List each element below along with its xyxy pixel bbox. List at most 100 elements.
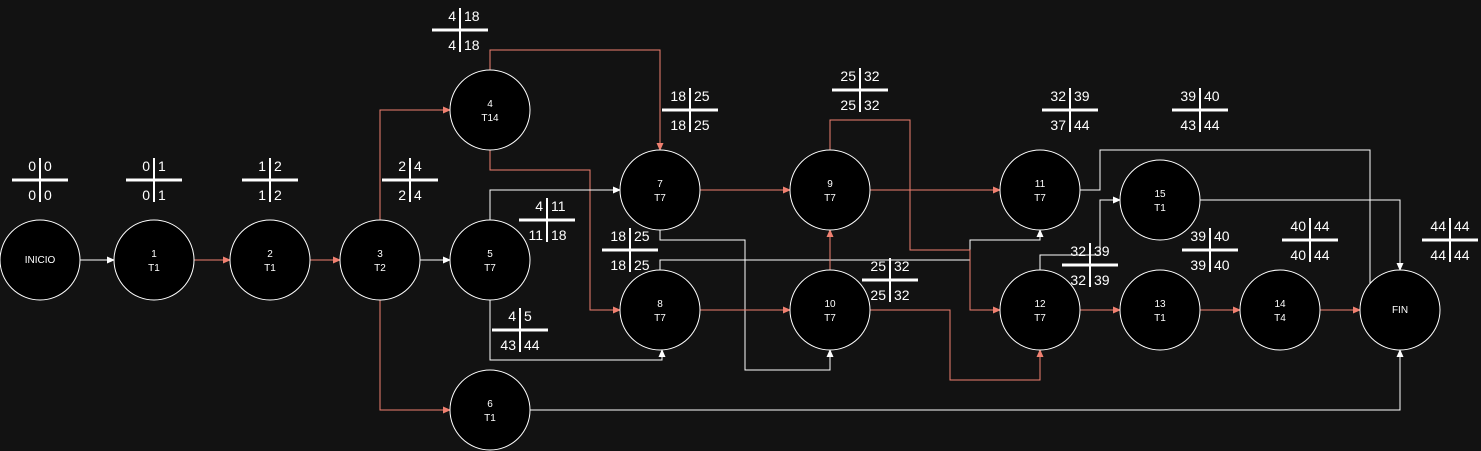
edge-9-to-12	[829, 119, 1001, 314]
node-circle[interactable]	[1119, 159, 1201, 241]
time-value-tr: 4	[414, 158, 422, 174]
time-value-bl: 25	[870, 287, 886, 303]
edge-4-to-7	[489, 49, 664, 151]
time-value-tl: 18	[610, 228, 626, 244]
time-box-3: 2 42 4	[382, 158, 438, 203]
time-value-tr: 40	[1214, 228, 1230, 244]
node-circle[interactable]	[229, 219, 311, 301]
time-value-bl: 4	[448, 37, 456, 53]
node-7[interactable]: 7T7	[619, 149, 701, 231]
edge-10-to-12	[870, 309, 1044, 381]
time-value-br: 39	[1094, 272, 1110, 288]
node-circle[interactable]	[449, 219, 531, 301]
time-value-br: 4	[414, 187, 422, 203]
node-circle[interactable]	[1359, 269, 1441, 351]
node-label: 3	[377, 249, 383, 260]
time-value-bl: 32	[1070, 272, 1086, 288]
node-label: 10	[824, 299, 836, 310]
time-box-4: 4 18 4 18	[432, 8, 488, 53]
node-label: 14	[1274, 299, 1286, 310]
node-circle[interactable]	[999, 269, 1081, 351]
time-value-tl: 4	[535, 198, 543, 214]
time-value-tl: 40	[1290, 218, 1306, 234]
time-box-13: 39 40 39 40	[1182, 228, 1238, 273]
time-box-9: 25 32 25 32	[832, 68, 888, 113]
node-sublabel: T1	[148, 263, 160, 274]
node-8[interactable]: 8T7	[619, 269, 701, 351]
node-label: 15	[1154, 189, 1166, 200]
time-value-bl: 37	[1050, 117, 1066, 133]
node-label: 2	[267, 249, 273, 260]
time-value-br: 32	[894, 287, 910, 303]
node-sublabel: T2	[374, 263, 386, 274]
time-box-10: 25 32 25 32	[862, 258, 918, 303]
time-value-tl: 44	[1430, 218, 1446, 234]
node-sublabel: T7	[824, 313, 836, 324]
time-value-bl: 25	[840, 97, 856, 113]
node-circle[interactable]	[619, 149, 701, 231]
node-label: 9	[827, 179, 833, 190]
node-5[interactable]: 5T7	[449, 219, 531, 301]
time-value-tr: 0	[44, 158, 52, 174]
node-sublabel: T4	[1274, 313, 1286, 324]
time-value-tr: 39	[1074, 88, 1090, 104]
node-sublabel: T7	[484, 263, 496, 274]
time-value-br: 44	[1454, 247, 1470, 263]
node-circle[interactable]	[619, 269, 701, 351]
time-value-bl: 18	[670, 117, 686, 133]
node-circle[interactable]	[113, 219, 195, 301]
time-value-tr: 44	[1454, 218, 1470, 234]
time-value-tl: 1	[258, 158, 266, 174]
time-box-15: 39 40 43 44	[1172, 88, 1228, 133]
node-circle[interactable]	[1239, 269, 1321, 351]
time-value-tl: 4	[448, 8, 456, 24]
time-value-bl: 40	[1290, 247, 1306, 263]
time-value-tl: 39	[1180, 88, 1196, 104]
node-3[interactable]: 3T2	[339, 219, 421, 301]
time-box-6: 4 5 43 44	[492, 308, 548, 353]
time-box-inicio: 0 00 0	[12, 158, 68, 203]
time-value-br: 40	[1214, 257, 1230, 273]
node-9[interactable]: 9T7	[789, 149, 871, 231]
time-value-bl: 44	[1430, 247, 1446, 263]
node-circle[interactable]	[449, 369, 531, 451]
node-circle[interactable]	[0, 219, 81, 301]
time-value-tl: 39	[1190, 228, 1206, 244]
time-box-14: 40 44 40 44	[1282, 218, 1338, 263]
node-circle[interactable]	[1119, 269, 1201, 351]
time-value-tr: 2	[274, 158, 282, 174]
node-circle[interactable]	[999, 149, 1081, 231]
node-sublabel: T1	[264, 263, 276, 274]
node-inicio[interactable]: INICIO	[0, 219, 81, 301]
node-circle[interactable]	[449, 69, 531, 151]
node-label: FIN	[1392, 305, 1408, 316]
node-sublabel: T7	[1034, 313, 1046, 324]
node-2[interactable]: 2T1	[229, 219, 311, 301]
time-box-8: 18 25 18 25	[602, 228, 658, 273]
time-value-tl: 32	[1050, 88, 1066, 104]
node-fin[interactable]: FIN	[1359, 269, 1441, 351]
node-circle[interactable]	[339, 219, 421, 301]
node-1[interactable]: 1T1	[113, 219, 195, 301]
time-value-tr: 5	[524, 308, 532, 324]
time-value-br: 25	[634, 257, 650, 273]
time-value-br: 44	[1074, 117, 1090, 133]
time-box-fin: 44 44 44 44	[1422, 218, 1478, 263]
time-value-bl: 43	[500, 337, 516, 353]
edge-3-to-4	[379, 106, 451, 220]
node-sublabel: T7	[654, 193, 666, 204]
time-value-tr: 25	[694, 88, 710, 104]
node-circle[interactable]	[789, 269, 871, 351]
time-value-tr: 1	[158, 158, 166, 174]
node-6[interactable]: 6T1	[449, 369, 531, 451]
node-circle[interactable]	[789, 149, 871, 231]
time-value-bl: 1	[258, 187, 266, 203]
